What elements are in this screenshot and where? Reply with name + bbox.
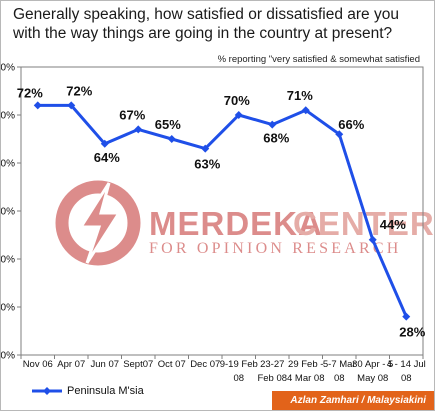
x-tick-label: 29 Feb -4 Mar 08: [287, 359, 325, 384]
x-tick-label: 23-27 Feb 08: [257, 359, 287, 384]
data-label: 68%: [263, 131, 289, 146]
y-tick-label: 40%: [1, 255, 15, 266]
legend-swatch: [32, 387, 62, 395]
data-point: [402, 312, 411, 321]
watermark-logo: MERDEKA CENTER FOR OPINION RESEARCH: [55, 180, 434, 266]
data-point: [67, 101, 76, 110]
x-tick-label: 4 - 14 Jul 08: [387, 359, 426, 384]
data-label: 70%: [224, 93, 250, 108]
x-tick-label: 5-7 Mar 08: [323, 359, 356, 384]
x-tick-label: 9-19 Feb 08: [220, 359, 258, 384]
x-tick-label: Nov 06: [23, 359, 53, 370]
credit-banner: Azlan Zamhari / Malaysiakini: [272, 391, 434, 410]
x-tick-label: Jun 07: [90, 359, 119, 370]
data-label: 72%: [66, 83, 92, 98]
data-label: 44%: [380, 217, 406, 232]
series-line: [37, 103, 408, 318]
y-tick-label: 70%: [1, 111, 15, 122]
data-point: [301, 106, 310, 115]
data-label: 65%: [155, 117, 181, 132]
x-tick-label: Apr 07: [57, 359, 85, 370]
data-label: 63%: [194, 157, 220, 172]
x-tick-label: Sept07: [123, 359, 153, 370]
data-point: [234, 111, 243, 119]
x-tick-label: Oct 07: [158, 359, 186, 370]
x-tick-label: 30 Apr - 5 May 08: [352, 359, 393, 384]
legend-label: Peninsula M'sia: [67, 385, 144, 397]
data-point: [335, 130, 344, 139]
data-label: 28%: [399, 325, 425, 340]
y-tick-label: 50%: [1, 207, 15, 218]
data-label: 67%: [119, 107, 145, 122]
data-point: [134, 125, 143, 134]
chart-title: Generally speaking, how satisfied or dis…: [13, 6, 399, 42]
y-tick-label: 60%: [1, 159, 15, 170]
series-peninsula: 72% 72% 64% 67% 65% 63% 70% 68% 71% 66% 44% 28%: [17, 83, 426, 339]
y-tick-label: 30%: [1, 303, 15, 314]
data-point: [368, 235, 377, 244]
data-point: [201, 144, 210, 153]
axes: 20% 30% 40% 50% 60% 70% 80% Nov 06 Apr 07 Jun 07 S…: [1, 63, 426, 385]
watermark-line1: MERDEKA: [149, 205, 323, 242]
data-label: 72%: [17, 85, 43, 100]
y-tick-label: 80%: [1, 63, 15, 74]
lightning-bolt-circle-logo-icon: [55, 180, 141, 266]
y-tick-label: 20%: [1, 351, 15, 362]
data-label: 66%: [338, 117, 364, 132]
watermark-line2: FOR OPINION RESEARCH: [149, 240, 401, 257]
data-point: [268, 120, 277, 129]
chart-subtitle: % reporting "very satisfied & somewhat s…: [217, 54, 420, 65]
data-point: [167, 135, 176, 143]
data-point: [33, 101, 42, 110]
data-point: [100, 139, 109, 148]
data-label: 71%: [287, 88, 313, 103]
legend: Peninsula M'sia: [31, 385, 144, 397]
x-tick-label: Dec 07: [190, 359, 220, 370]
data-label: 64%: [94, 150, 120, 165]
